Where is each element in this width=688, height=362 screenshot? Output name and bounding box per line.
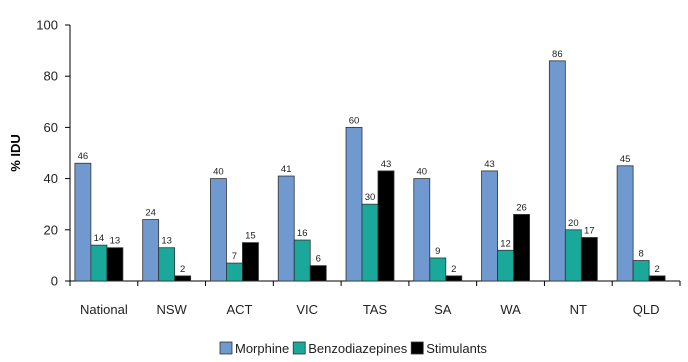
x-category-label: QLD <box>633 302 660 317</box>
bar-stimulants-wa <box>513 214 530 282</box>
data-label: 17 <box>584 225 595 236</box>
y-axis-title: % IDU <box>8 134 23 172</box>
bar-morphine-nsw <box>142 219 160 282</box>
bar-benzodiazepines-vic <box>293 239 311 282</box>
data-label: 24 <box>145 208 156 219</box>
bars <box>74 60 666 282</box>
bar-stimulants-vic <box>309 265 327 282</box>
x-category-label: NT <box>570 302 587 317</box>
x-category-label: VIC <box>296 302 318 317</box>
bar-stimulants-national <box>106 247 124 282</box>
bar-stimulants-qld <box>648 275 666 282</box>
y-tick-label: 100 <box>36 18 58 33</box>
data-label: 46 <box>78 151 89 162</box>
legend-swatch-stimulants <box>410 341 424 355</box>
y-tick-label: 80 <box>44 69 58 84</box>
data-label: 40 <box>416 167 427 178</box>
y-tick-label: 20 <box>44 222 58 237</box>
data-label: 43 <box>381 159 392 170</box>
bar-morphine-national <box>74 162 92 282</box>
x-category-label: TAS <box>363 302 388 317</box>
bar-benzodiazepines-nt <box>564 229 582 282</box>
data-label: 2 <box>451 264 456 275</box>
data-label: 41 <box>281 164 292 175</box>
x-category-label: SA <box>434 302 452 317</box>
bar-morphine-nt <box>548 60 566 282</box>
bar-benzodiazepines-national <box>90 244 108 282</box>
x-category-label: WA <box>500 302 521 317</box>
data-label: 9 <box>435 246 440 257</box>
bar-morphine-vic <box>277 175 295 282</box>
data-label: 14 <box>94 233 105 244</box>
bar-morphine-qld <box>616 165 634 282</box>
bar-morphine-act <box>210 178 227 282</box>
legend: Morphine Benzodiazepines Stimulants <box>219 341 487 356</box>
legend-label: Morphine <box>235 341 289 356</box>
bar-benzodiazepines-sa <box>429 257 447 282</box>
legend-swatch-morphine <box>219 341 233 355</box>
legend-label: Benzodiazepines <box>308 341 408 356</box>
bar-benzodiazepines-qld <box>632 260 650 282</box>
x-category-label: NSW <box>156 302 187 317</box>
data-label: 30 <box>365 192 376 203</box>
y-tick-label: 0 <box>51 274 58 289</box>
bar-stimulants-nsw <box>174 275 192 282</box>
data-label: 12 <box>500 238 511 249</box>
data-label: 13 <box>161 236 172 247</box>
data-label: 20 <box>568 218 579 229</box>
data-label: 86 <box>552 49 563 60</box>
bar-morphine-sa <box>413 178 431 282</box>
data-label: 43 <box>484 159 495 170</box>
bar-benzodiazepines-nsw <box>158 247 176 282</box>
y-tick-label: 60 <box>44 120 58 135</box>
data-label: 13 <box>110 236 121 247</box>
bar-morphine-wa <box>481 170 498 282</box>
legend-label: Stimulants <box>426 341 487 356</box>
x-category-label: ACT <box>226 302 252 317</box>
bar-morphine-tas <box>345 127 363 282</box>
bar-stimulants-tas <box>377 170 395 282</box>
bar-benzodiazepines-act <box>226 262 243 282</box>
data-label: 40 <box>213 167 224 178</box>
bar-stimulants-act <box>242 242 259 282</box>
data-label: 8 <box>638 249 643 260</box>
bar-stimulants-sa <box>445 275 463 282</box>
data-label: 15 <box>245 231 256 242</box>
bar-benzodiazepines-wa <box>497 249 514 282</box>
bar-benzodiazepines-tas <box>361 203 379 282</box>
data-label: 2 <box>180 264 185 275</box>
y-tick-label: 40 <box>44 171 58 186</box>
data-label: 45 <box>620 154 631 165</box>
data-label: 6 <box>316 254 321 265</box>
data-label: 60 <box>349 115 360 126</box>
data-label: 7 <box>232 251 237 262</box>
bar-stimulants-nt <box>580 237 598 282</box>
axes: 0 20 40 60 80 100 % IDU National NSW ACT VIC TAS SA W… <box>8 18 681 317</box>
data-label: 2 <box>654 264 659 275</box>
x-category-label: National <box>80 302 128 317</box>
legend-swatch-benzodiazepines <box>292 341 306 355</box>
data-label: 26 <box>516 202 527 213</box>
data-label: 16 <box>297 228 308 239</box>
